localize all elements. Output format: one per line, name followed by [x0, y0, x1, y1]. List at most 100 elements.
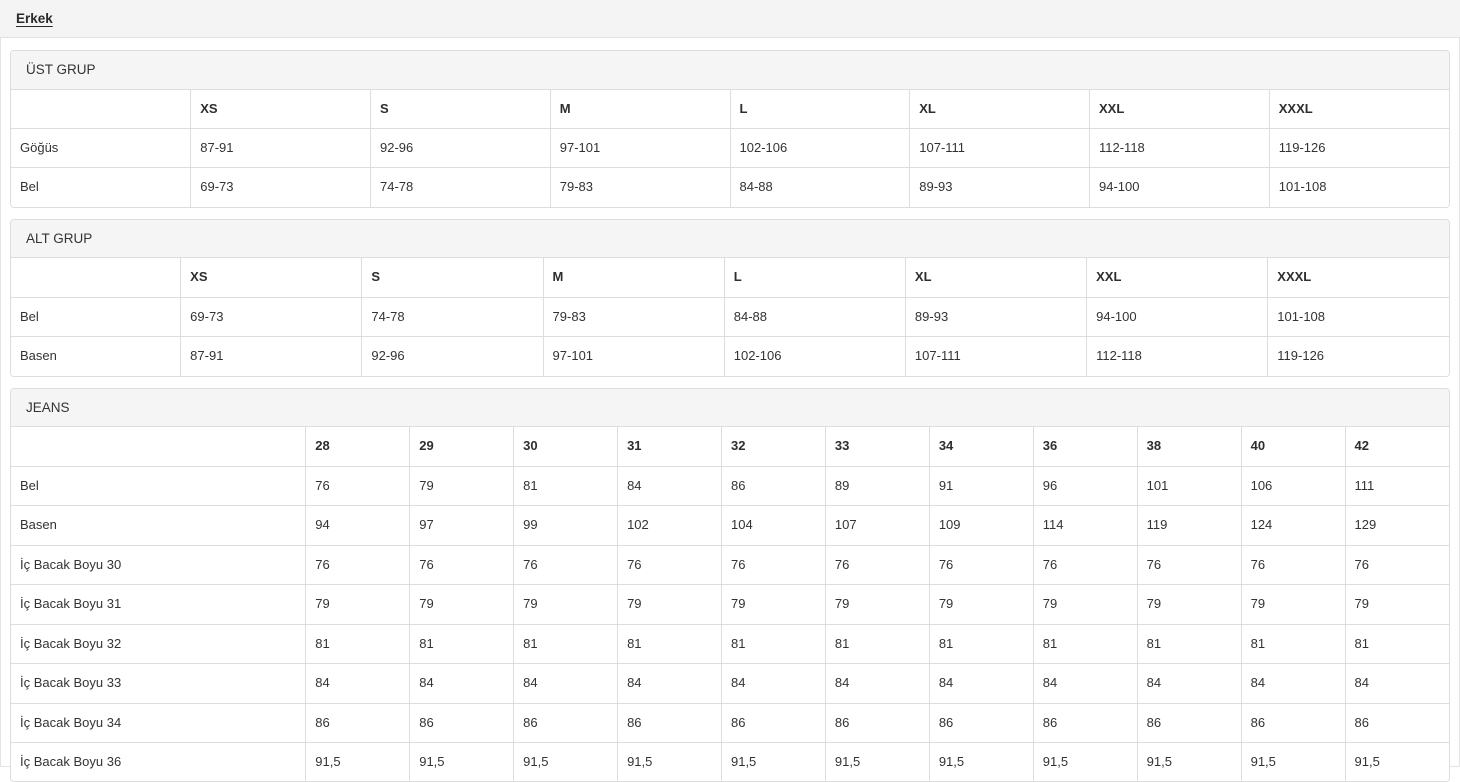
measurement-cell: 91,5 — [305, 742, 411, 782]
measurement-cell: 106 — [1241, 466, 1346, 507]
measurement-cell: 91,5 — [1241, 742, 1346, 782]
measurement-cell: 86 — [721, 466, 826, 507]
table-header-row: XS S M L XL XXL XXXL — [11, 258, 1449, 298]
panel-jeans: JEANS 28 29 30 31 32 33 34 36 38 40 42 Bel 76 79 81 84 86… — [10, 387, 1450, 782]
measurement-cell: 79 — [1137, 584, 1242, 625]
measurement-cell: 84 — [1241, 663, 1346, 704]
measurement-cell: 79 — [1241, 584, 1346, 625]
panel-alt-grup: ALT GRUP XS S M L XL XXL XXXL Bel 69-73 74-78 79-83… — [10, 218, 1450, 377]
column-header: XS — [190, 89, 371, 129]
column-header: 30 — [513, 427, 619, 467]
table-row: İç Bacak Boyu 30 76 76 76 76 76 76 76 76 76 76 76 — [11, 545, 1449, 586]
measurement-cell: 84-88 — [730, 167, 911, 207]
column-header: XXL — [1086, 258, 1269, 298]
column-header: 28 — [305, 427, 411, 467]
measurement-cell: 91,5 — [825, 742, 930, 782]
measurement-cell: 76 — [409, 545, 515, 586]
row-label: Bel — [11, 297, 182, 338]
measurement-cell: 86 — [1033, 703, 1138, 743]
measurement-cell: 86 — [825, 703, 930, 743]
panel-title-alt-grup: ALT GRUP — [11, 219, 1449, 259]
measurement-cell: 101 — [1137, 466, 1242, 507]
measurement-cell: 97-101 — [550, 128, 731, 169]
measurement-cell: 76 — [1033, 545, 1138, 586]
table-row: Basen 87-91 92-96 97-101 102-106 107-111 112-1… — [11, 336, 1449, 376]
measurement-cell: 84 — [1345, 663, 1449, 704]
measurement-cell: 81 — [1241, 624, 1346, 665]
tab-bar: Erkek — [0, 0, 1460, 38]
measurement-cell: 91,5 — [409, 742, 515, 782]
tab-erkek[interactable]: Erkek — [0, 0, 67, 37]
measurement-cell: 79 — [721, 584, 826, 625]
measurement-cell: 92-96 — [361, 336, 544, 376]
panel-title-ust-grup: ÜST GRUP — [11, 51, 1449, 90]
size-table-alt-grup: XS S M L XL XXL XXXL Bel 69-73 74-78 79-83 84-88 89-… — [11, 258, 1449, 376]
measurement-cell: 69-73 — [180, 297, 363, 338]
column-header: 33 — [825, 427, 930, 467]
measurement-cell: 112-118 — [1089, 128, 1270, 169]
column-header: M — [543, 258, 725, 298]
measurement-cell: 119 — [1137, 505, 1242, 546]
measurement-cell: 97-101 — [543, 336, 725, 376]
measurement-cell: 69-73 — [190, 167, 371, 207]
measurement-cell: 76 — [1137, 545, 1242, 586]
row-label: Bel — [11, 466, 307, 507]
measurement-cell: 74-78 — [361, 297, 544, 338]
measurement-cell: 79 — [409, 584, 515, 625]
column-header: XL — [905, 258, 1088, 298]
measurement-cell: 79 — [825, 584, 930, 625]
column-header: 32 — [721, 427, 826, 467]
row-label: İç Bacak Boyu 34 — [11, 703, 307, 743]
column-header: XS — [180, 258, 363, 298]
measurement-cell: 86 — [1137, 703, 1242, 743]
measurement-cell: 94-100 — [1089, 167, 1270, 207]
measurement-cell: 79 — [409, 466, 515, 507]
measurement-cell: 84 — [1033, 663, 1138, 704]
measurement-cell: 91,5 — [721, 742, 826, 782]
row-label: İç Bacak Boyu 31 — [11, 584, 307, 625]
measurement-cell: 91,5 — [617, 742, 722, 782]
measurement-cell: 87-91 — [180, 336, 363, 376]
column-header: L — [724, 258, 906, 298]
measurement-cell: 79 — [1033, 584, 1138, 625]
measurement-cell: 84 — [305, 663, 411, 704]
table-row: İç Bacak Boyu 32 81 81 81 81 81 81 81 81 81 81 81 — [11, 624, 1449, 665]
measurement-cell: 79 — [617, 584, 722, 625]
measurement-cell: 79 — [513, 584, 619, 625]
measurement-cell: 102 — [617, 505, 722, 546]
measurement-cell: 114 — [1033, 505, 1138, 546]
measurement-cell: 91,5 — [1354, 753, 1380, 769]
column-header: 36 — [1033, 427, 1138, 467]
measurement-cell: 94 — [305, 505, 411, 546]
measurement-cell: 99 — [513, 505, 619, 546]
panel-ust-grup: ÜST GRUP XS S M L XL XXL XXXL Göğüs 87-91 92-96 97-… — [10, 50, 1450, 208]
column-header: 31 — [617, 427, 722, 467]
measurement-cell: 76 — [513, 545, 619, 586]
table-row: Bel 76 79 81 84 86 89 91 96 101 106 111 — [11, 466, 1449, 507]
measurement-cell: 124 — [1241, 505, 1346, 546]
measurement-cell: 81 — [513, 466, 619, 507]
column-header: 29 — [409, 427, 515, 467]
table-row: Göğüs 87-91 92-96 97-101 102-106 107-111 112-1… — [11, 128, 1449, 169]
row-label: Göğüs — [11, 128, 192, 169]
measurement-cell: 84 — [1137, 663, 1242, 704]
measurement-cell: 102-106 — [730, 128, 911, 169]
measurement-cell: 107-111 — [905, 336, 1088, 376]
measurement-cell: 87-91 — [190, 128, 371, 169]
measurement-cell: 79 — [1345, 584, 1449, 625]
measurement-cell: 86 — [617, 703, 722, 743]
measurement-cell: 97 — [409, 505, 515, 546]
measurement-cell: 109 — [929, 505, 1034, 546]
measurement-cell: 79 — [929, 584, 1034, 625]
measurement-cell: 129 — [1345, 505, 1449, 546]
table-header-row: 28 29 30 31 32 33 34 36 38 40 42 — [11, 427, 1449, 467]
measurement-cell: 76 — [1345, 545, 1449, 586]
column-header: 40 — [1241, 427, 1346, 467]
row-label: İç Bacak Boyu 32 — [11, 624, 307, 665]
measurement-cell: 81 — [825, 624, 930, 665]
measurement-cell: 84 — [617, 663, 722, 704]
measurement-cell: 76 — [617, 545, 722, 586]
measurement-cell: 84 — [929, 663, 1034, 704]
column-header: S — [370, 89, 551, 129]
measurement-cell: 86 — [305, 703, 411, 743]
